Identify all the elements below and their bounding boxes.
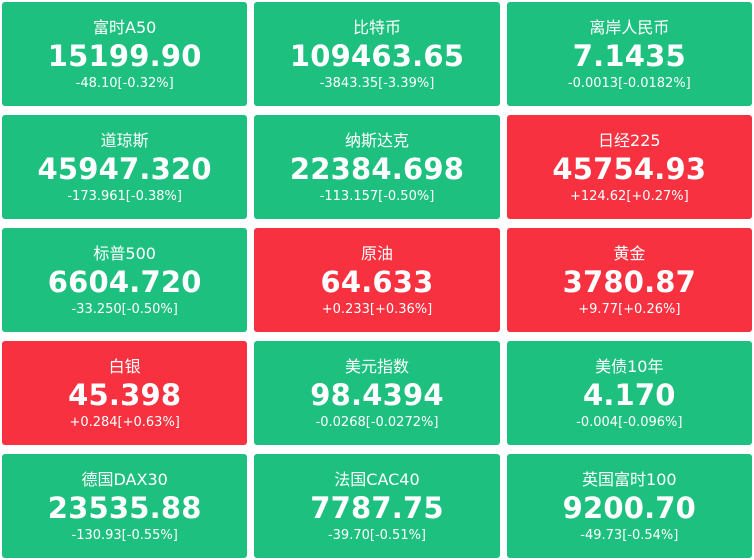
tile-crude-oil[interactable]: 原油 64.633 +0.233[+0.36%] [254,228,500,332]
tile-change: -48.10[-0.32%] [75,75,174,91]
tile-change: -0.0268[-0.0272%] [315,414,439,430]
tile-name: 白银 [108,356,141,376]
tile-dow-jones[interactable]: 道琼斯 45947.320 -173.961[-0.38%] [2,115,248,219]
tile-germany-dax-30[interactable]: 德国DAX30 23535.88 -130.93[-0.55%] [2,454,248,558]
tile-name: 法国CAC40 [334,469,420,489]
tile-gold[interactable]: 黄金 3780.87 +9.77[+0.26%] [506,228,752,332]
tile-ftse-china-a50[interactable]: 富时A50 15199.90 -48.10[-0.32%] [2,2,248,106]
tile-bitcoin[interactable]: 比特币 109463.65 -3843.35[-3.39%] [254,2,500,106]
tile-price: 45754.93 [552,151,707,186]
tile-change: -0.0013[-0.0182%] [567,75,691,91]
tile-name: 日经225 [598,130,661,150]
tile-price: 109463.65 [289,38,465,73]
tile-uk-ftse-100[interactable]: 英国富时100 9200.70 -49.73[-0.54%] [506,454,752,558]
tile-name: 美元指数 [344,356,409,376]
tile-change: -33.250[-0.50%] [71,301,178,317]
tile-change: -39.70[-0.51%] [327,527,427,543]
tile-us-dollar-index[interactable]: 美元指数 98.4394 -0.0268[-0.0272%] [254,341,500,445]
tile-change: +0.233[+0.36%] [321,301,433,317]
tile-us-10y-treasury[interactable]: 美债10年 4.170 -0.004[-0.096%] [506,341,752,445]
tile-name: 美债10年 [595,356,664,376]
tile-price: 7787.75 [310,490,444,525]
tile-change: -130.93[-0.55%] [71,527,178,543]
tile-name: 标普500 [93,243,156,263]
tile-nasdaq[interactable]: 纳斯达克 22384.698 -113.157[-0.50%] [254,115,500,219]
tile-change: -0.004[-0.096%] [576,414,683,430]
tile-price: 15199.90 [47,38,202,73]
tile-name: 比特币 [352,17,401,37]
tile-price: 3780.87 [562,264,697,299]
tile-name: 纳斯达克 [344,130,409,150]
tile-offshore-rmb[interactable]: 离岸人民币 7.1435 -0.0013[-0.0182%] [506,2,752,106]
tile-france-cac-40[interactable]: 法国CAC40 7787.75 -39.70[-0.51%] [254,454,500,558]
tile-silver[interactable]: 白银 45.398 +0.284[+0.63%] [2,341,248,445]
tile-name: 英国富时100 [582,469,677,489]
tile-price: 9200.70 [562,490,697,525]
tile-price: 98.4394 [310,377,444,412]
tile-price: 45947.320 [37,151,212,186]
tile-nikkei-225[interactable]: 日经225 45754.93 +124.62[+0.27%] [506,115,752,219]
tile-price: 6604.720 [47,264,202,299]
tile-sp-500[interactable]: 标普500 6604.720 -33.250[-0.50%] [2,228,248,332]
tile-change: +0.284[+0.63%] [69,414,180,430]
tile-change: -3843.35[-3.39%] [319,75,435,91]
tile-price: 23535.88 [47,490,202,525]
tile-price: 64.633 [320,264,434,299]
tile-change: -49.73[-0.54%] [580,527,679,543]
tile-change: +124.62[+0.27%] [569,188,689,204]
tile-name: 德国DAX30 [81,469,168,489]
tile-name: 黄金 [613,243,646,263]
tile-name: 道琼斯 [100,130,149,150]
tile-change: -173.961[-0.38%] [67,188,182,204]
tile-price: 22384.698 [289,151,465,186]
tile-price: 7.1435 [572,38,686,73]
tile-change: -113.157[-0.50%] [319,188,435,204]
tile-name: 离岸人民币 [589,17,670,37]
tile-price: 45.398 [68,377,182,412]
tile-change: +9.77[+0.26%] [578,301,681,317]
tile-name: 原油 [360,243,393,263]
tile-name: 富时A50 [93,17,157,37]
tile-price: 4.170 [582,377,676,412]
